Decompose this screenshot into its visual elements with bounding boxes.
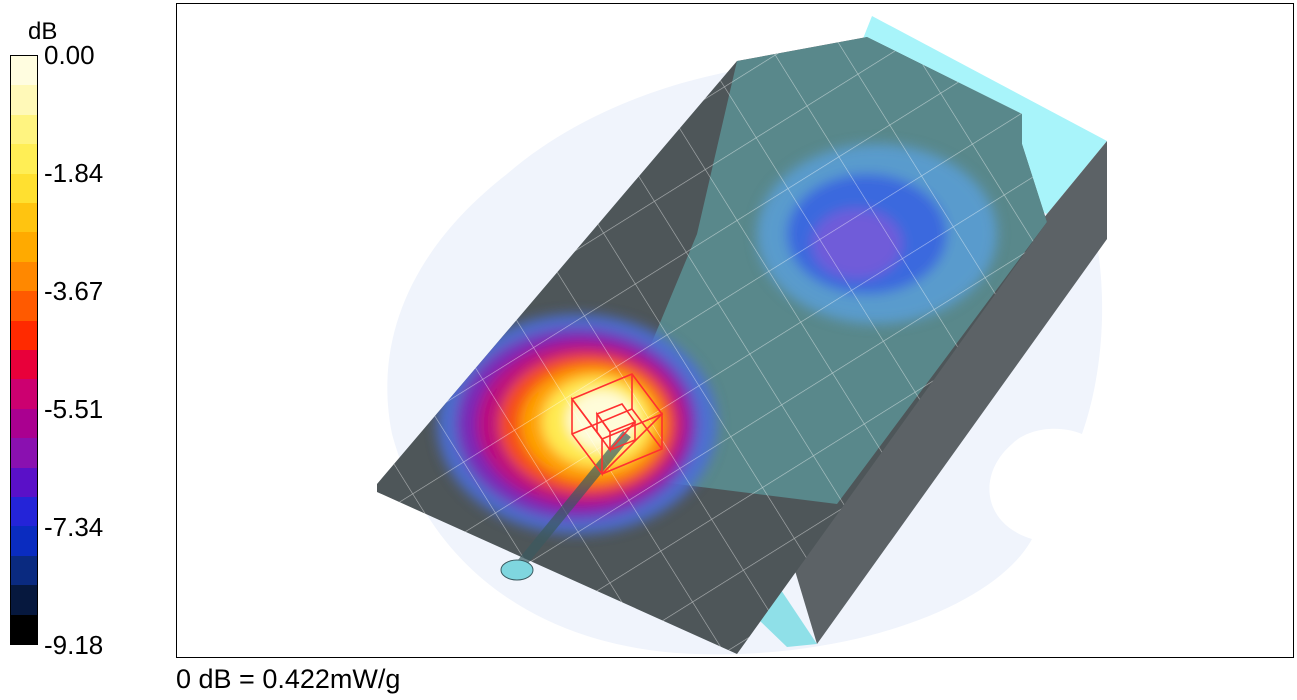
color-scale-step (11, 261, 37, 292)
color-scale-step (11, 56, 37, 86)
legend-unit-label: dB (28, 18, 58, 45)
color-scale-step (11, 497, 37, 527)
color-scale-step (11, 232, 37, 263)
zoom-scan-cube (570, 373, 664, 477)
probe-tip (500, 559, 534, 581)
color-scale-step (11, 291, 37, 322)
color-scale-step (11, 467, 37, 498)
sar-scene (377, 16, 1107, 655)
color-scale-step (11, 438, 37, 469)
color-scale-step (11, 379, 37, 410)
legend-tick-label: -9.18 (44, 630, 104, 660)
phone-side-face (787, 141, 1107, 644)
color-scale-step (11, 320, 37, 351)
color-scale-step (11, 173, 37, 204)
probe-shaft (513, 430, 631, 573)
color-scale-step (11, 408, 37, 439)
legend-tick-label: -1.84 (44, 158, 104, 188)
color-scale-step (11, 555, 37, 586)
color-scale-step (11, 144, 37, 175)
color-scale-step (11, 350, 37, 380)
3d-viewport[interactable] (176, 3, 1294, 658)
color-scale-step (11, 526, 37, 557)
color-scale-step (11, 203, 37, 233)
color-scale-step (11, 585, 37, 616)
color-scale-bar (10, 55, 38, 645)
legend-tick-label: -5.51 (44, 394, 104, 424)
legend-tick-label: 0.00 (44, 40, 95, 70)
reference-level-note: 0 dB = 0.422mW/g (176, 664, 401, 694)
legend-tick-label: -7.34 (44, 512, 104, 542)
color-scale-step (11, 614, 37, 645)
color-legend: dB 0.00 -1.84 -3.67 -5.51 -7.34 -9.18 (0, 0, 175, 700)
color-scale-step (11, 85, 37, 116)
color-scale-step (11, 114, 37, 145)
legend-tick-label: -3.67 (44, 276, 104, 306)
